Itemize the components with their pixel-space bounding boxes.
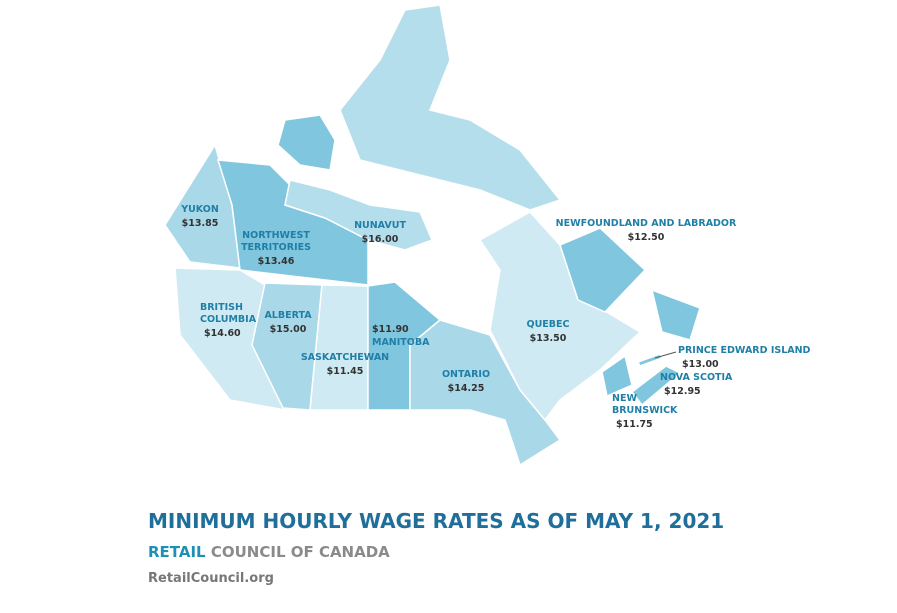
alberta-shape: [251, 282, 323, 411]
wage-label: $11.45: [327, 366, 364, 377]
nunavut-shape: [284, 179, 434, 251]
nunavut-islands: [339, 4, 562, 211]
provinces: [164, 4, 701, 467]
region-name: PRINCE EDWARD ISLAND: [678, 345, 811, 356]
region-name: SASKATCHEWAN: [301, 352, 389, 363]
region-name: NUNAVUT: [354, 220, 406, 231]
pei-leader: [654, 351, 677, 359]
region-name: TERRITORIES: [241, 242, 311, 253]
footer-title: MINIMUM HOURLY WAGE RATES AS OF MAY 1, 2…: [148, 509, 724, 533]
wage-label: $13.50: [530, 333, 567, 344]
wage-label: $16.00: [362, 234, 399, 245]
org-highlight: RETAIL: [148, 543, 206, 561]
nb-shape: [601, 354, 633, 398]
wage-label: $15.00: [270, 324, 307, 335]
wage-label: $12.95: [664, 386, 701, 397]
region-name: BRITISH: [200, 302, 243, 313]
region-name: ONTARIO: [442, 369, 490, 380]
org-rest: COUNCIL OF CANADA: [211, 543, 390, 561]
region-name: NEW: [612, 393, 637, 404]
wage-label: $11.75: [616, 419, 653, 430]
pei-shape: [636, 353, 664, 367]
wage-label: $14.60: [204, 328, 241, 339]
wage-label: $13.00: [682, 359, 719, 370]
website: RetailCouncil.org: [148, 571, 274, 586]
wage-label: $13.85: [182, 218, 219, 229]
quebec-shape: [478, 211, 642, 422]
wage-label: $14.25: [448, 383, 485, 394]
wage-label: $11.90: [372, 324, 409, 335]
region-name: YUKON: [180, 204, 219, 215]
nwt-island: [277, 114, 336, 171]
footer-org: RETAIL COUNCIL OF CANADA: [148, 543, 390, 561]
ns-shape: [630, 365, 682, 407]
newfoundland-shape: [650, 288, 701, 341]
region-name: ALBERTA: [264, 310, 312, 321]
labrador-shape: [559, 227, 647, 313]
wage-label: $13.46: [258, 256, 295, 267]
wage-label: $12.50: [628, 232, 665, 243]
region-name: NORTHWEST: [242, 230, 310, 241]
region-name: COLUMBIA: [200, 314, 257, 325]
region-name: QUEBEC: [527, 319, 570, 330]
region-name: NEWFOUNDLAND AND LABRADOR: [556, 218, 737, 229]
region-name: BRUNSWICK: [612, 405, 678, 416]
ontario-shape: [409, 319, 562, 467]
region-name: MANITOBA: [372, 337, 430, 348]
region-name: NOVA SCOTIA: [660, 372, 733, 383]
